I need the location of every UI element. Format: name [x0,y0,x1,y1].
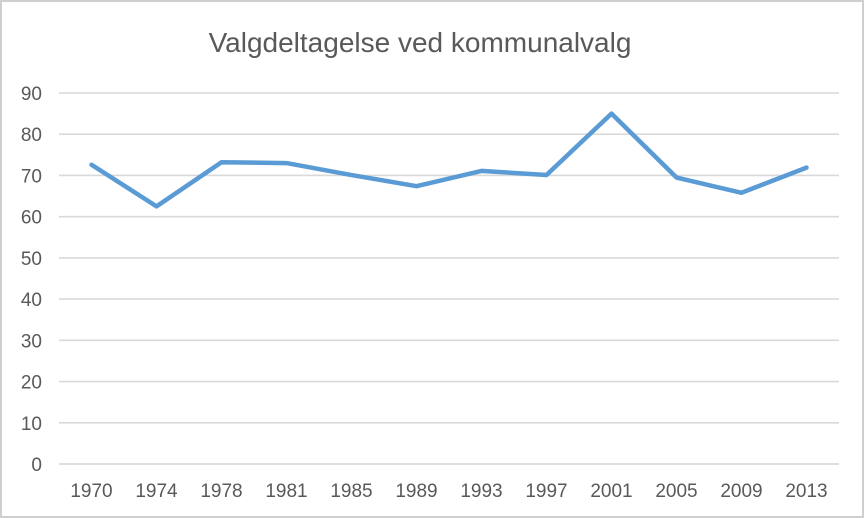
x-tick-label: 2001 [590,481,632,502]
x-tick-label: 2005 [655,481,697,502]
x-tick-label: 1993 [460,481,502,502]
x-tick-label: 1997 [525,481,567,502]
x-tick-label: 2013 [785,481,827,502]
y-tick-label: 50 [21,249,42,270]
x-tick-label: 1985 [330,481,372,502]
data-series-line [89,111,809,209]
x-tick-label: 1970 [70,481,112,502]
chart-title: Valgdeltagelse ved kommunalvalg [208,27,632,58]
y-tick-label: 60 [21,208,42,229]
y-tick-label: 20 [21,373,42,394]
y-tick-label: 80 [21,125,42,146]
x-tick-label: 1978 [200,481,242,502]
x-tick-label: 1981 [265,481,307,502]
y-tick-label: 10 [21,414,42,435]
y-tick-label: 40 [21,290,42,311]
y-tick-label: 0 [31,455,42,476]
y-tick-label: 30 [21,331,42,352]
x-tick-label: 1989 [395,481,437,502]
x-tick-label: 2009 [720,481,762,502]
y-tick-label: 70 [21,166,42,187]
x-tick-label: 1974 [135,481,178,502]
y-tick-label: 90 [21,84,42,105]
